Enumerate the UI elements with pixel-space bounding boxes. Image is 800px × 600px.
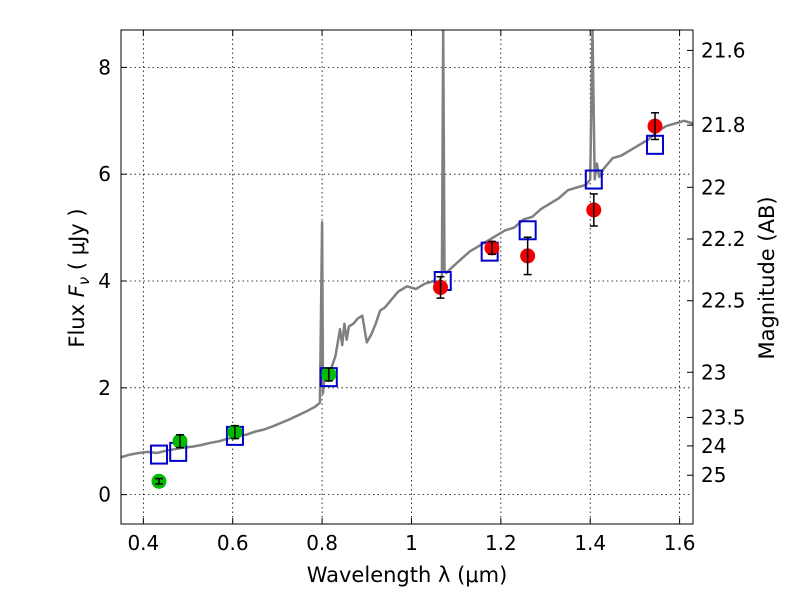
right-tick-label: 22.2 bbox=[701, 227, 746, 251]
x-tick-label: 0.4 bbox=[127, 531, 159, 555]
right-tick-label: 24 bbox=[701, 434, 726, 458]
y-tick-label: 2 bbox=[98, 376, 111, 400]
plot-frame bbox=[120, 29, 694, 525]
y-tick-label: 6 bbox=[98, 162, 111, 186]
x-tick-label: 1.2 bbox=[485, 531, 517, 555]
right-tick-label: 22.5 bbox=[701, 289, 746, 313]
x-tick-label: 0.8 bbox=[306, 531, 338, 555]
y-axis-label-sub: ν bbox=[75, 277, 93, 285]
y-axis-label-prefix: Flux bbox=[65, 297, 89, 347]
x-tick-label: 1.6 bbox=[664, 531, 696, 555]
plot-area bbox=[121, 30, 693, 524]
right-tick-label: 21.6 bbox=[701, 38, 746, 62]
right-tick-label: 22 bbox=[701, 175, 726, 199]
right-tick-label: 23 bbox=[701, 360, 726, 384]
x-tick-label: 0.6 bbox=[217, 531, 249, 555]
model-photometry-square bbox=[584, 169, 603, 190]
x-tick-label: 1 bbox=[405, 531, 418, 555]
axis-ticks: 0.4 0.6 0.8 1 1.2 1.4 1.60246821.621.82222.222… bbox=[98, 30, 746, 555]
right-axis-label: Magnitude (AB) bbox=[755, 196, 779, 359]
spectrum-layer bbox=[121, 30, 693, 459]
right-tick-label: 21.8 bbox=[701, 113, 746, 137]
right-tick-label: 25 bbox=[701, 463, 726, 487]
y-tick-label: 8 bbox=[98, 55, 111, 79]
x-tick-label: 1.4 bbox=[574, 531, 606, 555]
y-axis-label-suffix: ( μJy ) bbox=[65, 208, 89, 276]
model-photometry-square bbox=[149, 444, 168, 465]
markers-layer bbox=[149, 112, 665, 489]
grid-lines bbox=[121, 30, 693, 524]
y-tick-label: 0 bbox=[98, 483, 111, 507]
y-axis-label: Flux Fν ( μJy ) bbox=[65, 208, 93, 347]
spectrum-line bbox=[121, 30, 693, 459]
y-axis-label-var: F bbox=[65, 284, 89, 297]
y-tick-label: 4 bbox=[98, 269, 111, 293]
x-axis-label: Wavelength λ (μm) bbox=[307, 563, 508, 587]
right-tick-label: 23.5 bbox=[701, 405, 746, 429]
